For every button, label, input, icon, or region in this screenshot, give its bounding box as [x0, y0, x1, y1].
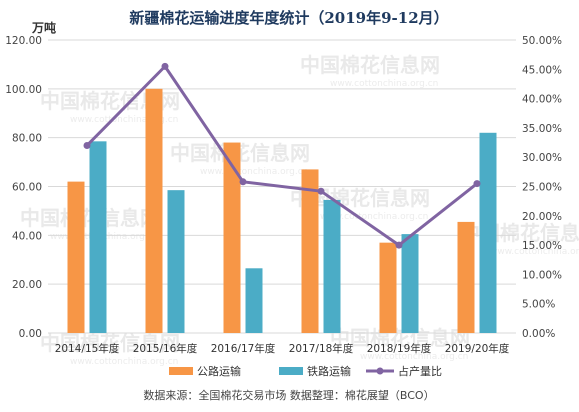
x-category-label: 2016/17年度 [211, 342, 276, 355]
y2-tick-label: 45.00% [522, 64, 562, 76]
right-axis-ticks: 0.00% 5.00% 10.00% 15.00% 20.00% 25.00% 30.00%… [522, 35, 562, 340]
y2-tick-label: 35.00% [522, 123, 562, 135]
watermark-url: www.cottonchina.org.cn [70, 357, 178, 367]
y2-tick-label: 30.00% [522, 152, 562, 164]
x-category-label: 2017/18年度 [289, 342, 354, 355]
legend-swatch [279, 367, 303, 375]
share-point [317, 187, 325, 195]
y-tick-label: 80.00 [12, 133, 42, 145]
watermark-text: 中国棉花信息网 [300, 53, 440, 77]
legend-swatch [169, 367, 193, 375]
x-category-label: 2014/15年度 [55, 342, 120, 355]
road-bar [457, 221, 475, 333]
y2-tick-label: 20.00% [522, 211, 562, 223]
share-point [83, 141, 91, 149]
road-bar [301, 169, 319, 333]
y2-tick-label: 40.00% [522, 94, 562, 106]
bar-series [67, 88, 497, 333]
road-bar [223, 142, 241, 333]
road-bar [379, 242, 397, 333]
share-point [473, 180, 481, 188]
y-tick-label: 20.00 [12, 279, 42, 291]
rail-bar [167, 190, 185, 333]
legend-label: 铁路运输 [307, 364, 351, 378]
watermark-url: www.cottonchina.org.cn [490, 247, 579, 257]
y2-tick-label: 50.00% [522, 35, 562, 47]
category-labels: 2014/15年度 2015/16年度 2016/17年度 2017/18年度 2018… [55, 342, 510, 355]
watermark-text: 中国棉花信息网 [330, 326, 470, 350]
y-tick-label: 120.00 [5, 35, 42, 47]
watermark-url: www.cottonchina.org.cn [360, 352, 468, 362]
watermark-text: 中国棉花信息网 [40, 331, 180, 355]
x-category-label: 2018/19年度 [367, 342, 432, 355]
watermark-url: www.cottonchina.org.cn [70, 115, 178, 125]
y-tick-label: 0.00 [19, 328, 42, 340]
y-axis-unit-label: 万吨 [31, 20, 56, 35]
x-category-label: 2015/16年度 [133, 342, 198, 355]
rail-bar [323, 199, 341, 333]
watermark-url: www.cottonchina.org.cn [200, 167, 308, 177]
road-bar [67, 181, 85, 333]
chart-title: 新疆棉花运输进度年度统计（2019年9-12月） [129, 9, 448, 27]
left-axis-ticks: 0.00 20.00 40.00 60.00 80.00 100.00 120.00 [5, 35, 42, 340]
share-point [239, 178, 247, 186]
rail-bar [401, 234, 419, 333]
rail-bar [479, 132, 497, 333]
x-category-label: 2019/20年度 [445, 342, 510, 355]
y2-tick-label: 25.00% [522, 182, 562, 194]
data-source-note: 数据来源：全国棉花交易市场 数据整理：棉花展望（BCO） [143, 388, 434, 402]
legend-swatch-marker [376, 367, 384, 375]
share-line-series [83, 62, 481, 249]
y-tick-label: 40.00 [12, 230, 42, 242]
legend-label: 占产量比 [398, 364, 442, 378]
road-bar [145, 88, 163, 333]
y2-tick-label: 5.00% [522, 299, 555, 311]
y-tick-label: 100.00 [5, 84, 42, 96]
rail-bar [245, 268, 263, 333]
y2-tick-label: 0.00% [522, 328, 555, 340]
share-point [395, 241, 403, 249]
share-line [85, 64, 478, 247]
watermark-layer: 中国棉花信息网 www.cottonchina.org.cn 中国棉花信息网 www.… [20, 53, 579, 367]
legend: 公路运输 铁路运输 占产量比 [169, 364, 442, 378]
rail-bar [89, 141, 107, 333]
watermark-url: www.cottonchina.org.cn [330, 79, 438, 89]
share-point [161, 62, 169, 70]
legend-label: 公路运输 [197, 364, 241, 378]
watermark-url: www.cottonchina.org.cn [320, 212, 428, 222]
y2-tick-label: 15.00% [522, 240, 562, 252]
y-tick-label: 60.00 [12, 182, 42, 194]
y2-tick-label: 10.00% [522, 269, 562, 281]
